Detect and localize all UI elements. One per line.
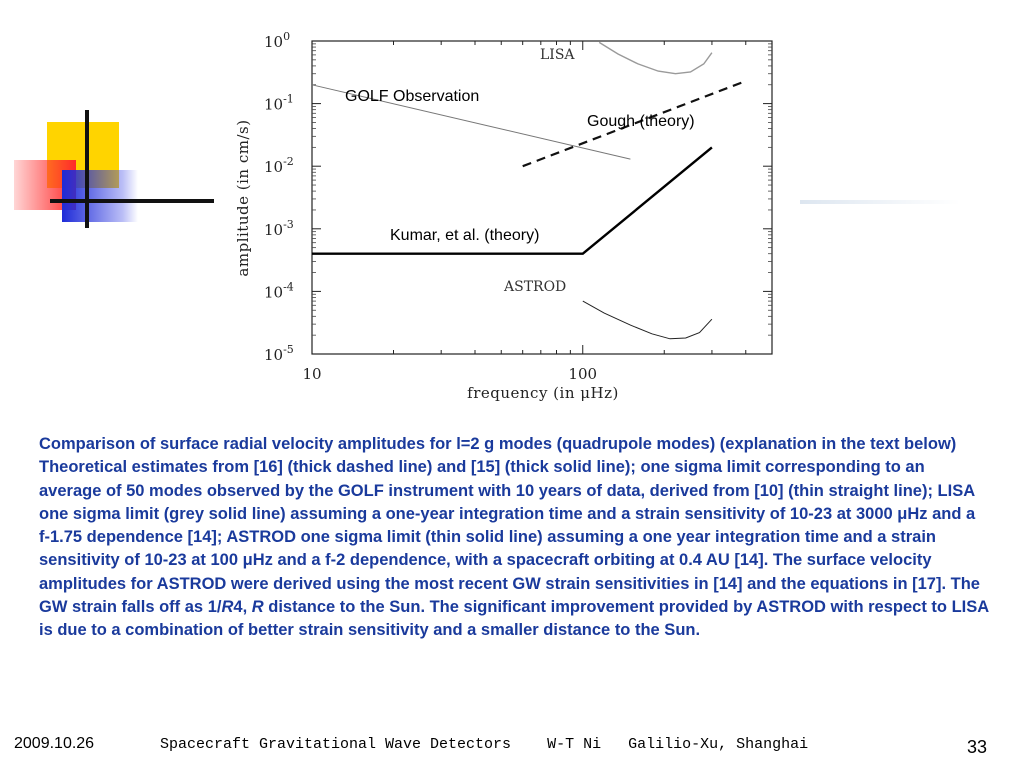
- y-tick-base: 10: [264, 33, 283, 51]
- series-label-kumar: Kumar, et al. (theory): [390, 227, 539, 244]
- y-tick-base: 10: [264, 283, 283, 301]
- series-label-golf: GOLF Observation: [345, 88, 479, 105]
- y-tick-base: 10: [264, 96, 283, 114]
- caption-main: Comparison of surface radial velocity am…: [39, 435, 980, 617]
- y-tick-exponent: -3: [283, 218, 294, 231]
- series-line-golf-observation: [311, 84, 631, 160]
- y-tick-exponent: -4: [283, 280, 294, 293]
- x-tick-label: 10: [302, 365, 321, 383]
- decorative-gradient-line: [800, 200, 960, 204]
- logo-blue-square: [62, 170, 138, 222]
- caption-tail: distance to the Sun. The significant imp…: [39, 598, 989, 640]
- y-tick-label: 10-5: [264, 343, 294, 364]
- series-line-gough-theory: [522, 79, 747, 168]
- x-tick-labels: 10 100: [302, 365, 597, 383]
- y-tick-label: 100: [264, 30, 290, 51]
- y-tick-label: 10-3: [264, 218, 294, 239]
- page-number: 33: [967, 737, 988, 757]
- y-tick-exponent: -2: [283, 155, 294, 168]
- caption-italic-r2: R: [251, 598, 264, 617]
- x-tick-label: 100: [568, 365, 597, 383]
- series-label-gough: Gough (theory): [587, 113, 695, 130]
- footer-date: 2009.10.26: [14, 735, 95, 752]
- y-tick-exponent: 0: [283, 30, 290, 43]
- plot-frame: [311, 40, 773, 355]
- chart-series: [311, 41, 747, 340]
- logo-vertical-line: [85, 110, 89, 228]
- series-line-kumar-et-al-theory: [312, 146, 713, 255]
- y-tick-label: 10-1: [264, 93, 294, 114]
- series-line-lisa: [598, 41, 713, 75]
- x-axis-title: frequency (in μHz): [467, 384, 619, 402]
- y-tick-label: 10-2: [264, 155, 294, 176]
- caption-four: 4,: [233, 598, 252, 617]
- y-tick-exponent: -1: [283, 93, 294, 106]
- y-tick-exponent: -5: [283, 343, 294, 356]
- y-tick-base: 10: [264, 158, 283, 176]
- footer-talk-info: Spacecraft Gravitational Wave Detectors …: [160, 736, 809, 753]
- caption-italic-r: R: [221, 598, 234, 617]
- y-tick-base: 10: [264, 221, 283, 239]
- series-label-lisa: LISA: [540, 47, 575, 63]
- series-line-astrod: [582, 300, 713, 340]
- logo-horizontal-line: [50, 199, 214, 203]
- figure-caption: Comparison of surface radial velocity am…: [39, 433, 989, 643]
- y-tick-base: 10: [264, 346, 283, 364]
- axis-ticks: [311, 40, 773, 355]
- y-tick-label: 10-4: [264, 280, 294, 301]
- series-label-astrod: ASTROD: [503, 279, 566, 295]
- y-axis-title: amplitude (in cm/s): [234, 119, 252, 276]
